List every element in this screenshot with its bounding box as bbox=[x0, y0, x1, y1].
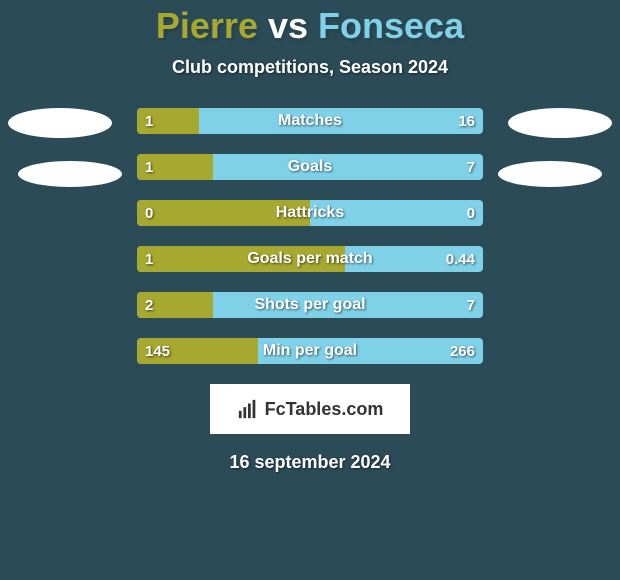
chart-bars-icon bbox=[237, 398, 259, 420]
stat-bar: 145266Min per goal bbox=[137, 338, 483, 364]
player1-badge-top bbox=[8, 108, 112, 138]
subtitle: Club competitions, Season 2024 bbox=[0, 57, 620, 78]
player2-badge-bottom bbox=[498, 161, 602, 187]
date-label: 16 september 2024 bbox=[0, 452, 620, 473]
title-player1: Pierre bbox=[156, 5, 258, 46]
logo-box: FcTables.com bbox=[210, 384, 410, 434]
stat-bar: 10.44Goals per match bbox=[137, 246, 483, 272]
stat-bar: 27Shots per goal bbox=[137, 292, 483, 318]
comparison-card: Pierre vs Fonseca Club competitions, Sea… bbox=[0, 0, 620, 580]
stat-bar: 00Hattricks bbox=[137, 200, 483, 226]
player1-badge-bottom bbox=[18, 161, 122, 187]
bar-label: Matches bbox=[137, 108, 483, 134]
player2-badge-top bbox=[508, 108, 612, 138]
title-vs: vs bbox=[268, 5, 308, 46]
bar-label: Hattricks bbox=[137, 200, 483, 226]
bars-container: 116Matches 17Goals 00Hattricks 10.44Goals p… bbox=[137, 108, 483, 364]
logo-text: FcTables.com bbox=[265, 399, 384, 420]
stat-bar: 116Matches bbox=[137, 108, 483, 134]
page-title: Pierre vs Fonseca bbox=[0, 0, 620, 47]
bar-label: Shots per goal bbox=[137, 292, 483, 318]
stat-bar: 17Goals bbox=[137, 154, 483, 180]
bar-label: Goals bbox=[137, 154, 483, 180]
title-player2: Fonseca bbox=[318, 5, 464, 46]
chart-area: 116Matches 17Goals 00Hattricks 10.44Goals p… bbox=[0, 108, 620, 364]
bar-label: Goals per match bbox=[137, 246, 483, 272]
bar-label: Min per goal bbox=[137, 338, 483, 364]
